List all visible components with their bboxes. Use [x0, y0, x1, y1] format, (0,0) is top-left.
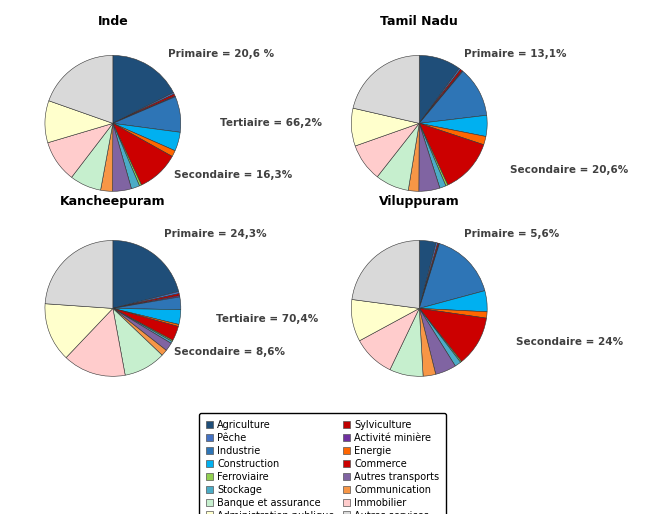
Wedge shape [419, 308, 436, 376]
Text: Primaire = 24,3%: Primaire = 24,3% [164, 229, 267, 239]
Text: Viluppuram: Viluppuram [379, 195, 460, 208]
Text: Secondaire = 20,6%: Secondaire = 20,6% [510, 164, 628, 175]
Text: Kancheepuram: Kancheepuram [60, 195, 166, 208]
Wedge shape [419, 241, 436, 308]
Wedge shape [113, 123, 175, 156]
Wedge shape [419, 69, 462, 123]
Text: Tamil Nadu: Tamil Nadu [381, 15, 458, 28]
Wedge shape [72, 123, 113, 190]
Wedge shape [45, 304, 113, 358]
Wedge shape [390, 308, 423, 376]
Text: Secondaire = 16,3%: Secondaire = 16,3% [174, 170, 292, 180]
Wedge shape [113, 56, 174, 123]
Wedge shape [419, 71, 463, 123]
Wedge shape [113, 241, 179, 308]
Text: Tertiaire = 70,4%: Tertiaire = 70,4% [215, 314, 318, 324]
Text: Secondaire = 24%: Secondaire = 24% [516, 337, 623, 347]
Wedge shape [419, 71, 487, 123]
Text: Inde: Inde [97, 15, 128, 28]
Wedge shape [419, 56, 459, 123]
Wedge shape [419, 68, 461, 123]
Wedge shape [113, 308, 171, 351]
Wedge shape [113, 123, 172, 185]
Wedge shape [419, 291, 487, 312]
Wedge shape [113, 308, 179, 326]
Wedge shape [419, 308, 486, 361]
Wedge shape [419, 115, 487, 137]
Wedge shape [113, 93, 174, 123]
Wedge shape [113, 308, 166, 355]
Wedge shape [49, 56, 113, 123]
Wedge shape [377, 123, 419, 190]
Wedge shape [113, 96, 175, 123]
Wedge shape [113, 293, 179, 308]
Wedge shape [419, 123, 448, 186]
Wedge shape [353, 56, 419, 123]
Wedge shape [419, 123, 440, 191]
Wedge shape [359, 308, 419, 370]
Wedge shape [419, 308, 455, 374]
Wedge shape [419, 308, 487, 318]
Wedge shape [352, 108, 419, 146]
Wedge shape [419, 244, 485, 308]
Wedge shape [113, 308, 178, 340]
Wedge shape [113, 297, 181, 309]
Wedge shape [419, 244, 439, 308]
Wedge shape [419, 243, 439, 308]
Wedge shape [112, 123, 132, 191]
Wedge shape [113, 97, 181, 132]
Wedge shape [419, 308, 461, 366]
Text: Primaire = 20,6 %: Primaire = 20,6 % [168, 49, 274, 59]
Wedge shape [355, 123, 419, 177]
Text: Primaire = 5,6%: Primaire = 5,6% [464, 229, 560, 239]
Wedge shape [113, 123, 180, 151]
Text: Secondaire = 8,6%: Secondaire = 8,6% [174, 347, 285, 357]
Wedge shape [113, 296, 180, 308]
Wedge shape [113, 308, 173, 341]
Wedge shape [113, 123, 139, 189]
Text: Primaire = 13,1%: Primaire = 13,1% [464, 49, 567, 59]
Wedge shape [113, 291, 179, 308]
Wedge shape [113, 308, 172, 343]
Wedge shape [419, 123, 446, 188]
Wedge shape [352, 300, 419, 341]
Wedge shape [113, 308, 162, 375]
Wedge shape [113, 123, 141, 186]
Wedge shape [419, 123, 484, 185]
Wedge shape [66, 308, 125, 376]
Legend: Agriculture, Pêche, Industrie, Construction, Ferroviaire, Stockage, Banque et as: Agriculture, Pêche, Industrie, Construct… [199, 413, 446, 514]
Wedge shape [48, 123, 113, 177]
Wedge shape [113, 308, 181, 324]
Wedge shape [419, 123, 486, 145]
Wedge shape [45, 241, 113, 308]
Wedge shape [419, 243, 438, 308]
Wedge shape [352, 241, 419, 308]
Wedge shape [45, 101, 113, 143]
Wedge shape [113, 94, 175, 123]
Wedge shape [419, 308, 462, 362]
Wedge shape [408, 123, 419, 191]
Wedge shape [101, 123, 113, 191]
Text: Tertiaire = 66,2%: Tertiaire = 66,2% [221, 118, 322, 128]
